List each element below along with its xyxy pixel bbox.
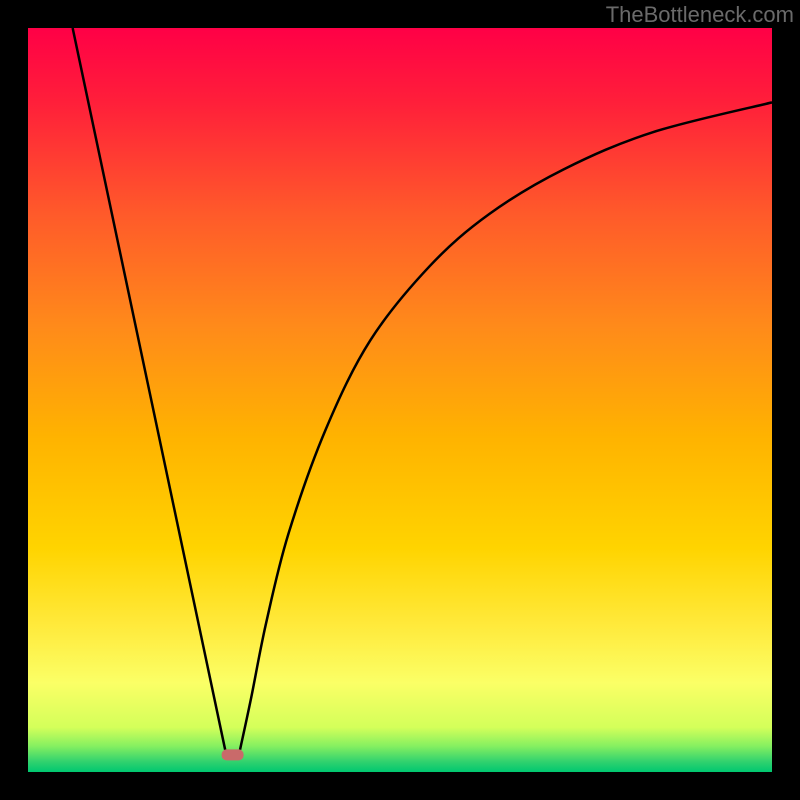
bottleneck-chart bbox=[0, 0, 800, 800]
watermark-text: TheBottleneck.com bbox=[606, 2, 794, 28]
minimum-marker bbox=[222, 749, 244, 760]
plot-background bbox=[28, 28, 772, 772]
chart-container: TheBottleneck.com bbox=[0, 0, 800, 800]
